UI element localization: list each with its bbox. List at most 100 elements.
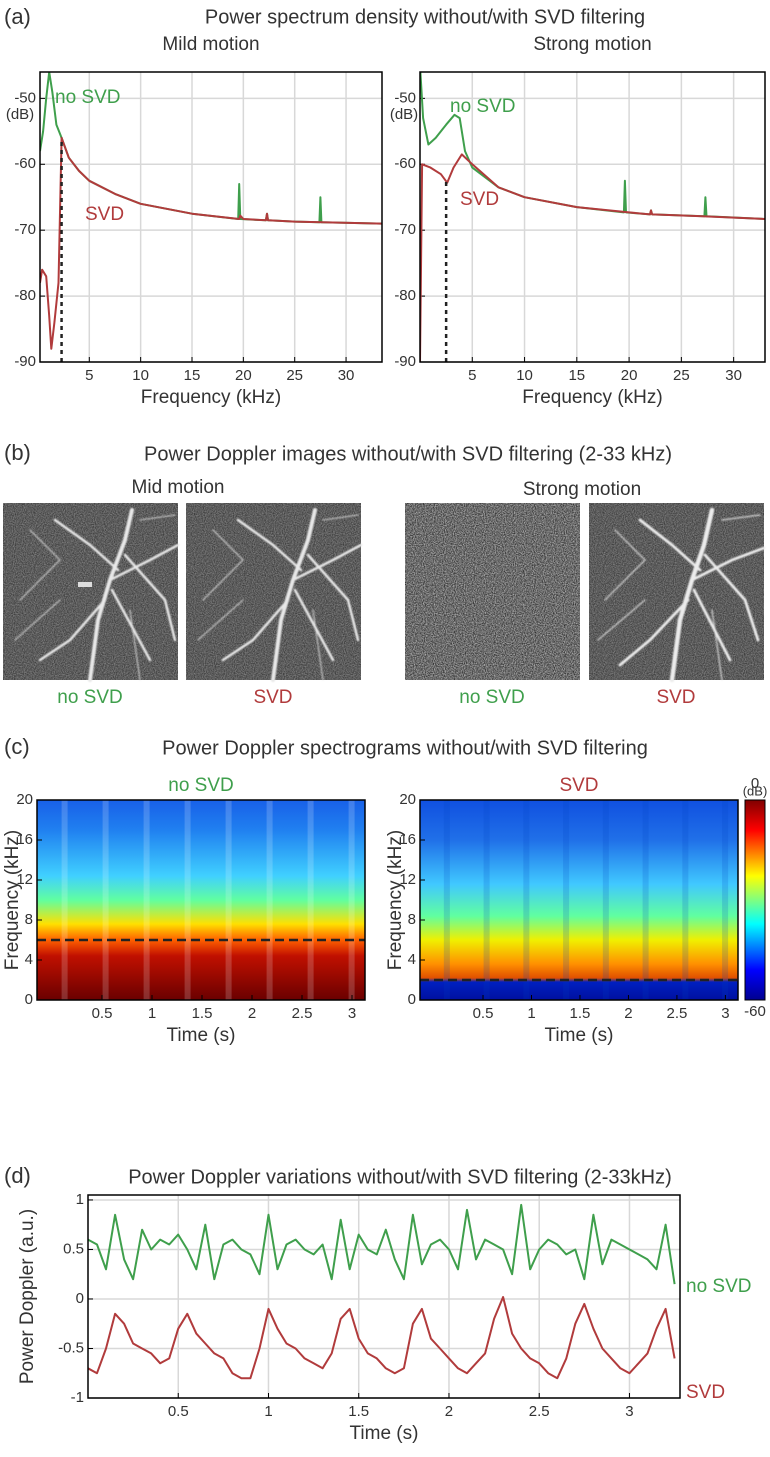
colorbar-tick-label: -60 [744,1003,766,1020]
panel-title: Power Doppler spectrograms without/with … [162,737,648,759]
y-tick-label: -60 [394,155,416,172]
y-axis-label: Frequency (kHz) [2,830,23,970]
x-tick-label: 1.5 [192,1005,213,1022]
x-tick-label: 25 [286,367,303,384]
image-caption: no SVD [57,687,122,708]
y-tick-label: 8 [408,911,416,928]
x-axis-label: Frequency (kHz) [522,387,662,408]
spectrogram-stripe [143,800,150,1000]
y-tick-label: -90 [14,353,36,370]
series-label: no SVD [686,1276,751,1297]
y-tick-label: -70 [394,221,416,238]
x-tick-label: 2 [624,1005,632,1022]
x-tick-label: 3 [625,1403,633,1420]
colorbar-tick-label: 0 [751,775,759,792]
doppler-image [405,503,580,680]
plot-frame [419,71,766,363]
x-tick-label: 15 [184,367,201,384]
panel-label: (b) [4,440,31,465]
y-tick-label: 0 [76,1290,84,1307]
panel-label: (d) [4,1163,31,1188]
x-tick-label: 2.5 [529,1403,550,1420]
x-tick-label: 1.5 [570,1005,591,1022]
image-caption: SVD [656,687,695,708]
spectrogram-stripe [642,800,649,1000]
y-tick-label: 20 [16,791,33,808]
x-tick-label: 2 [445,1403,453,1420]
x-tick-label: 25 [673,367,690,384]
series-label: SVD [686,1382,725,1403]
y-tick-label: -0.5 [58,1339,84,1356]
image-subtitle: Strong motion [523,479,641,500]
spectrogram-stripe [61,800,68,1000]
y-tick-label: 1 [76,1191,84,1208]
chart-title: no SVD [168,775,233,796]
x-tick-label: 2.5 [666,1005,687,1022]
series-label: no SVD [450,96,515,117]
spectrogram-stripe [307,800,314,1000]
spectrogram-stripe [523,800,530,1000]
plot-frame [39,71,383,363]
doppler-image [589,503,766,683]
x-tick-label: 10 [132,367,149,384]
chart-title: Mild motion [162,34,259,55]
y-tick-label: -1 [71,1389,84,1406]
series-line [88,1296,676,1380]
y-axis-label: Frequency (kHz) [385,830,406,970]
y-tick-label: 0.5 [63,1240,84,1257]
spectrogram-stripe [184,800,191,1000]
spectrogram [420,800,738,1000]
y-tick-label: -70 [14,221,36,238]
y-tick-label: 4 [25,951,33,968]
x-axis-label: Time (s) [167,1025,236,1046]
panel-title: Power spectrum density without/with SVD … [205,6,645,28]
x-tick-label: 3 [348,1005,356,1022]
x-tick-label: 2.5 [292,1005,313,1022]
chart: no SVD Frequency (kHz) 0.5 1 1.5 2 2.5 3 0 4 8 12 16… [2,775,366,1046]
spectrogram-stripe [602,800,609,1000]
x-tick-label: 30 [338,367,355,384]
x-tick-label: 0.5 [92,1005,113,1022]
chart: 0.5 1 1.5 2 2.5 3 1 0.5 0 -0.5 -1 no SVD SVD Power Do… [17,1191,751,1444]
doppler-image [3,503,180,682]
plot-frame [36,799,366,1001]
image-subtitle: Mid motion [132,477,225,498]
chart-title: Strong motion [533,34,651,55]
y-tick-label: 20 [399,791,416,808]
y-tick-label: -80 [14,287,36,304]
x-tick-label: 5 [468,367,476,384]
chart: Strong motion 5 10 15 20 25 30 -50 -60 -70 -80 -90 n… [390,34,766,408]
series-label: SVD [460,189,499,210]
spectrogram-stripe [483,800,490,1000]
x-tick-label: 30 [725,367,742,384]
panel-label: (a) [4,4,31,29]
y-tick-label: -80 [394,287,416,304]
y-tick-label: 12 [16,871,33,888]
colorbar-unit: (dB) [743,783,768,798]
spectrogram-stripe [682,800,689,1000]
y-tick-label: 4 [408,951,416,968]
y-unit: (dB) [6,106,34,123]
y-tick-label: 0 [408,991,416,1008]
series-label: no SVD [55,87,120,108]
spectrogram-stripe [722,800,729,1000]
panel-title: Power Doppler images without/with SVD fi… [144,443,672,465]
chart: Mild motion 5 10 15 20 25 30 -50 -60 -70 -80 -90 no … [6,34,383,408]
y-tick-label: -50 [394,89,416,106]
spectrogram-stripe [348,800,355,1000]
y-tick-label: 0 [25,991,33,1008]
image-caption: no SVD [459,687,524,708]
x-tick-label: 5 [85,367,93,384]
chart: SVD Frequency (kHz) 0.5 1 1.5 2 2.5 3 0 4 8 12 16 20 T… [385,775,767,1046]
spectrogram-stripe [102,800,109,1000]
x-tick-label: 1 [264,1403,272,1420]
x-tick-label: 1 [527,1005,535,1022]
y-tick-label: -90 [394,353,416,370]
spectrogram-stripe [563,800,570,1000]
x-axis-label: Time (s) [545,1025,614,1046]
x-tick-label: 2 [248,1005,256,1022]
x-tick-label: 0.5 [473,1005,494,1022]
x-tick-label: 0.5 [168,1403,189,1420]
series-label: SVD [85,204,124,225]
